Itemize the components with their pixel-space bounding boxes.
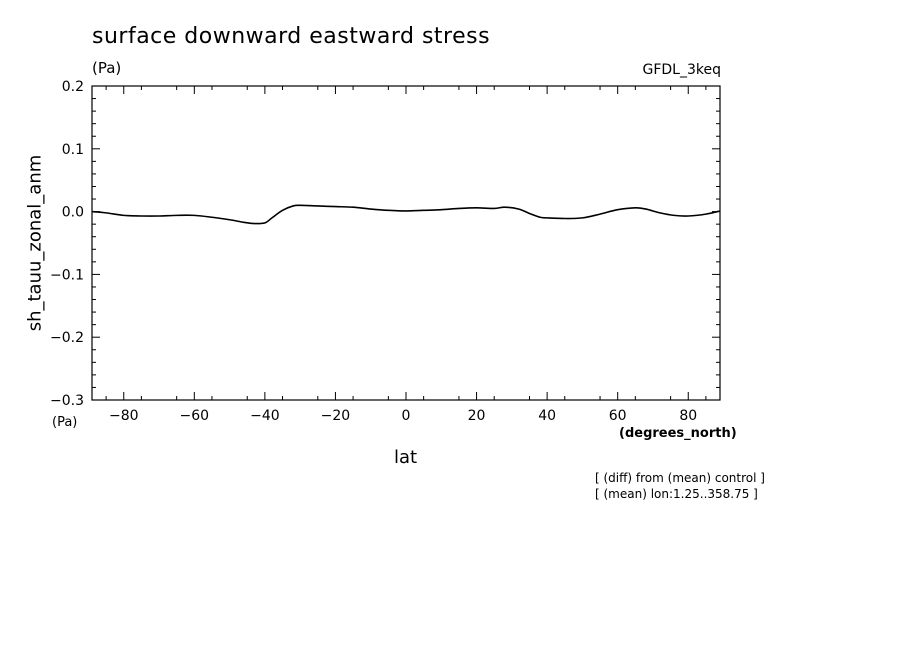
plot-frame	[91, 85, 721, 401]
x-tick-label: 60	[609, 408, 627, 424]
y-tick-label: −0.1	[50, 267, 84, 283]
y-tick-label: 0.2	[62, 79, 84, 95]
x-tick-label: 20	[468, 408, 486, 424]
x-axis-label: lat	[394, 447, 418, 468]
y-tick-label: −0.2	[50, 330, 84, 346]
series-line	[91, 204, 721, 225]
x-tick-label: 40	[538, 408, 556, 424]
x-tick-label: −20	[321, 408, 351, 424]
y-tick-label: 0.0	[62, 205, 84, 221]
note-diff: [ (diff) from (mean) control ]	[595, 471, 765, 485]
note-mean: [ (mean) lon:1.25..358.75 ]	[595, 487, 758, 501]
x-tick-label: 0	[402, 408, 411, 424]
y-axis-units: (Pa)	[52, 415, 78, 430]
model-label: GFDL_3keq	[642, 62, 722, 78]
title-units: (Pa)	[92, 59, 122, 77]
chart-title: surface downward eastward stress	[92, 24, 491, 49]
x-tick-label: −80	[109, 408, 139, 424]
y-tick-label: −0.3	[50, 393, 84, 409]
x-tick-label: −60	[180, 408, 210, 424]
x-tick-label: 80	[679, 408, 697, 424]
y-axis-label: sh_tauu_zonal_anm	[24, 154, 46, 332]
y-tick-label: 0.1	[62, 142, 84, 158]
x-tick-label: −40	[250, 408, 280, 424]
x-axis-units: (degrees_north)	[619, 426, 737, 441]
